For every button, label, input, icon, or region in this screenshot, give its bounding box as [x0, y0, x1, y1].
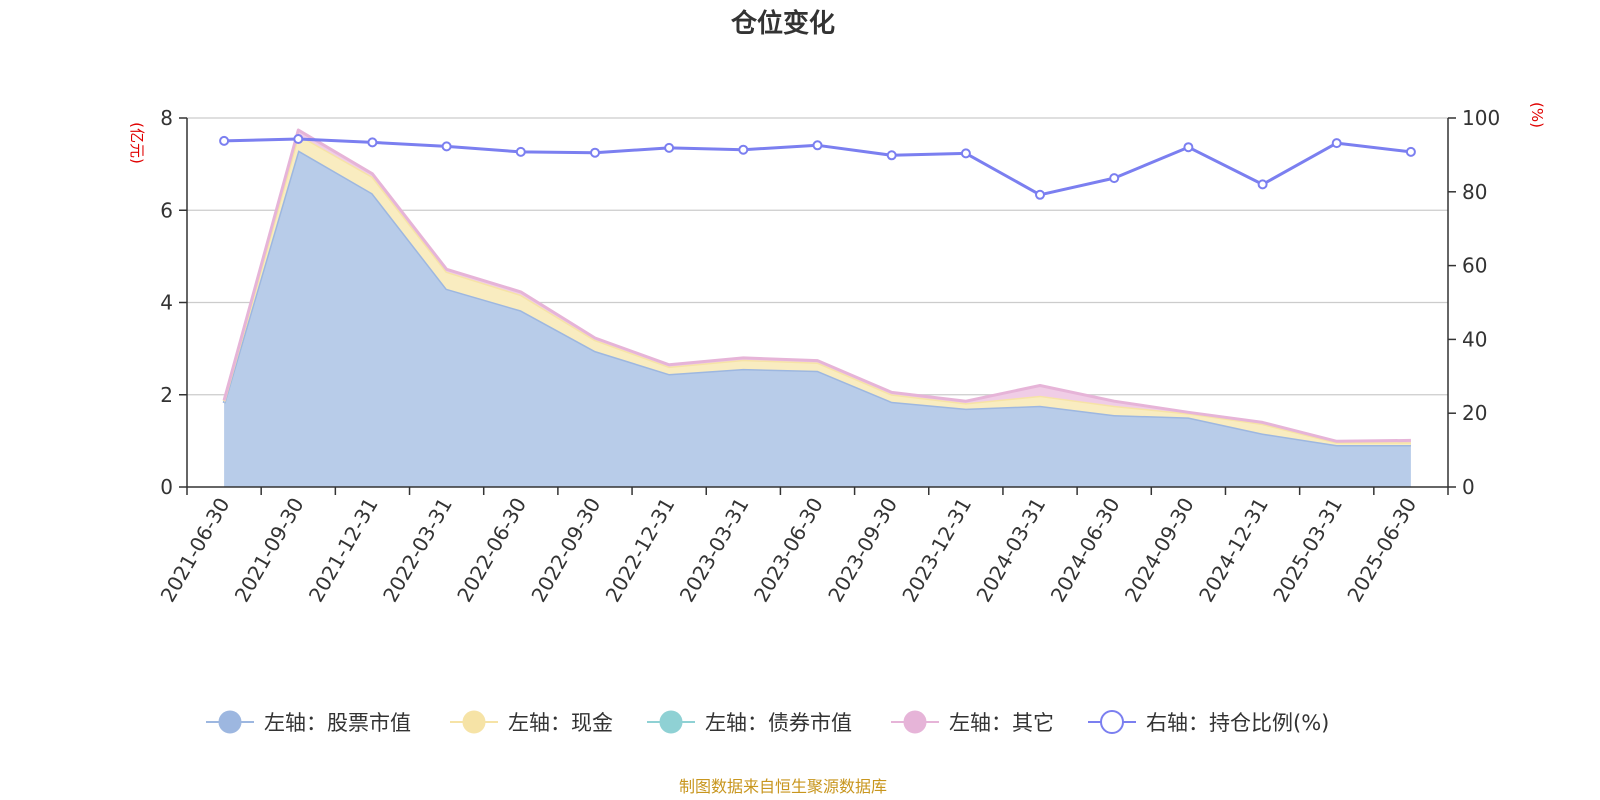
x-tick-label: 2023-09-30	[823, 494, 902, 607]
legend-item[interactable]: 左轴：债券市值	[647, 710, 852, 735]
ratio-point	[441, 141, 452, 152]
x-tick-label: 2022-12-31	[601, 494, 680, 607]
right-tick-label: 0	[1462, 475, 1475, 499]
x-tick-label: 2022-03-31	[378, 494, 457, 607]
legend: 左轴：股票市值 左轴：现金 左轴：债券市值 左轴：其它 右轴：持仓比例(%)	[206, 710, 1329, 735]
ratio-point	[367, 137, 378, 148]
ratio-point	[515, 146, 526, 157]
legend-label: 左轴：其它	[949, 711, 1054, 735]
right-tick-label: 20	[1462, 401, 1487, 425]
x-tick-label: 2021-06-30	[156, 494, 235, 607]
x-tick-label: 2024-12-31	[1194, 494, 1273, 607]
left-tick-label: 2	[160, 383, 173, 407]
legend-marker	[903, 710, 927, 734]
area-fill	[224, 150, 1411, 488]
ratio-point	[812, 140, 823, 151]
legend-marker	[659, 710, 683, 734]
ratio-point	[590, 147, 600, 158]
legend-label: 右轴：持仓比例(%)	[1146, 711, 1329, 735]
right-tick-label: 60	[1462, 254, 1487, 278]
ratio-point	[293, 134, 304, 144]
x-tick-label: 2025-06-30	[1342, 494, 1421, 607]
left-tick-label: 8	[160, 106, 173, 130]
x-tick-label: 2023-06-30	[749, 494, 828, 607]
ratio-point	[664, 142, 675, 153]
ratio-point	[1035, 189, 1045, 200]
ratio-line-layer	[219, 134, 1416, 200]
x-tick-label: 2023-12-31	[897, 494, 976, 607]
legend-item[interactable]: 左轴：现金	[450, 710, 613, 735]
legend-item[interactable]: 左轴：股票市值	[206, 710, 411, 735]
ratio-point	[886, 150, 897, 161]
x-tick-label: 2024-09-30	[1120, 494, 1199, 607]
chart-title: 仓位变化	[730, 8, 835, 39]
ratio-point	[1257, 179, 1268, 190]
ratio-point	[1331, 138, 1342, 149]
ratio-point	[219, 135, 230, 146]
legend-label: 左轴：现金	[508, 711, 613, 735]
x-tick-label: 2023-03-31	[675, 494, 754, 607]
left-tick-label: 6	[160, 198, 173, 222]
legend-item[interactable]: 左轴：其它	[891, 710, 1054, 735]
legend-marker	[218, 710, 242, 734]
ratio-point	[738, 144, 749, 155]
right-tick-label: 80	[1462, 180, 1487, 204]
ratio-point	[1109, 173, 1120, 184]
area-fill	[224, 134, 1411, 445]
ratio-point	[1405, 146, 1416, 157]
legend-item[interactable]: 右轴：持仓比例(%)	[1088, 710, 1329, 735]
legend-label: 左轴：债券市值	[705, 711, 852, 735]
left-tick-label: 0	[160, 475, 173, 499]
right-tick-label: 40	[1462, 327, 1487, 351]
x-tick-label: 2024-03-31	[971, 494, 1050, 607]
area-top-line	[222, 128, 1411, 443]
x-tick-label: 2022-06-30	[452, 494, 531, 607]
x-tick-label: 2021-12-31	[304, 494, 383, 607]
area-series-layer	[222, 128, 1411, 488]
legend-marker	[1100, 710, 1124, 734]
left-axis-unit: (亿元)	[128, 122, 146, 164]
legend-marker	[462, 710, 486, 734]
legend-label: 左轴：股票市值	[264, 711, 411, 735]
left-tick-label: 4	[160, 291, 173, 315]
x-tick-label: 2024-06-30	[1046, 494, 1125, 607]
right-tick-label: 100	[1462, 106, 1500, 130]
x-tick-label: 2022-09-30	[526, 494, 605, 607]
data-source-note: 制图数据来自恒生聚源数据库	[679, 777, 887, 796]
x-tick-label: 2021-09-30	[230, 494, 309, 607]
ratio-point	[960, 148, 971, 159]
ratio-point	[1183, 142, 1194, 153]
right-axis-unit: (%)	[1528, 102, 1546, 128]
x-tick-label: 2025-03-31	[1268, 494, 1347, 607]
